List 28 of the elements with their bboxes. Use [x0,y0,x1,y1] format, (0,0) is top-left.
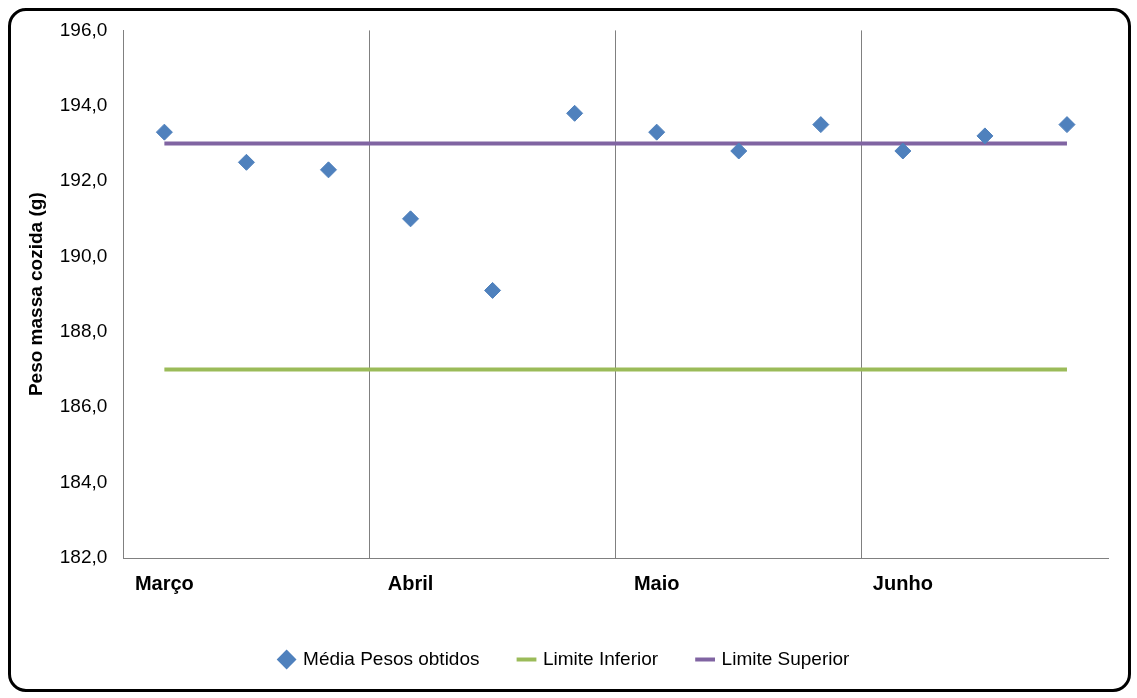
x-tick-label: Maio [633,571,680,594]
legend-label: Média Pesos obtidos [303,647,480,669]
point [402,210,420,228]
point [319,161,337,179]
legend-label: Limite Superior [721,647,851,669]
point [1058,116,1076,134]
point [812,116,830,134]
x-tick-label: Abril [387,571,434,594]
point [894,142,912,160]
point [730,142,748,160]
point [566,104,584,122]
x-tick-label: Março [134,571,194,594]
y-tick-label: 182,0 [59,546,108,568]
point [648,123,666,141]
y-tick-label: 186,0 [59,395,108,417]
y-tick-label: 192,0 [59,169,108,191]
point [484,281,502,299]
y-tick-label: 184,0 [59,470,108,492]
point [976,127,994,145]
x-tick-label: Junho [872,571,933,594]
y-axis-title: Peso massa cozida (g) [24,192,46,397]
y-tick-label: 194,0 [59,94,108,116]
y-tick-label: 188,0 [59,320,108,342]
y-tick-label: 190,0 [59,244,108,266]
point [155,123,173,141]
legend-label: Limite Inferior [543,647,659,669]
y-tick-label: 196,0 [59,18,108,40]
point [237,153,255,171]
